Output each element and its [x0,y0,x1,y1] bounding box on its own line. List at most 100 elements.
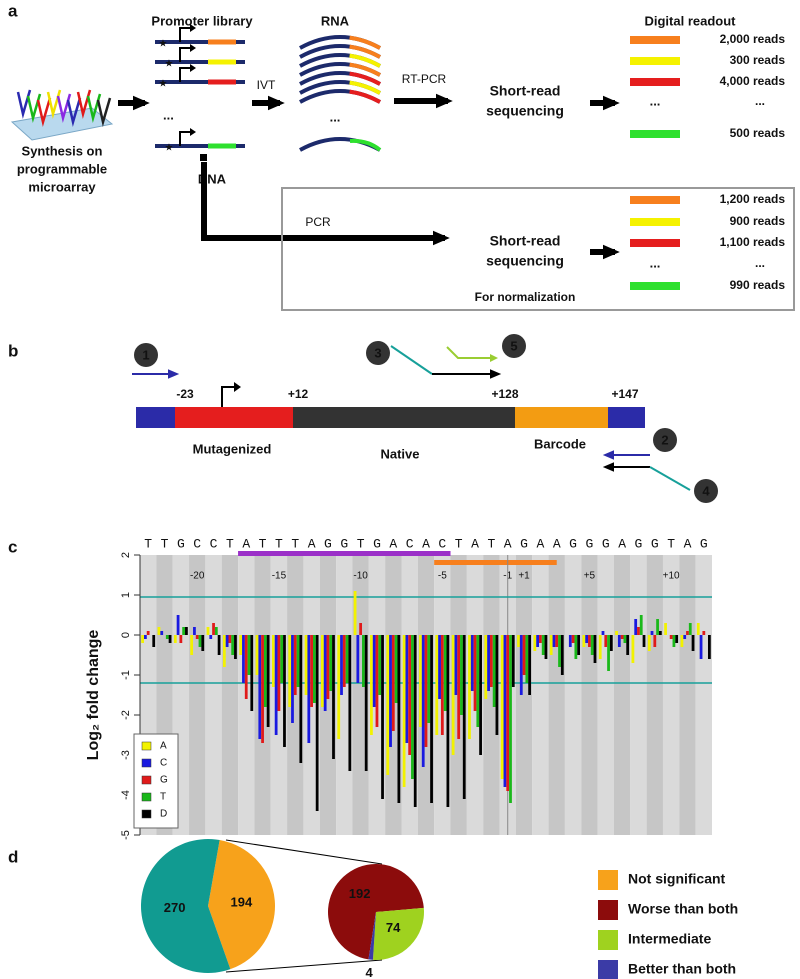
bar [274,635,278,735]
readout-bar [630,218,680,226]
bar [413,635,417,807]
rna-segment [349,35,381,50]
sequence-letter: T [455,536,463,551]
readout-bar [630,196,680,204]
y-tick-label: 0 [120,632,132,638]
bar [193,627,196,635]
bar [263,635,267,707]
sequence-letter: G [586,536,594,551]
label: a [8,1,18,20]
sequence-letter: T [487,536,495,551]
label: c [8,537,17,556]
arrow-head [190,24,196,32]
promoter-arrow [179,27,192,42]
readout-bar [630,78,680,86]
bar [571,635,575,643]
label: ... [650,93,661,108]
bar [536,635,540,647]
label: programmable [17,161,107,176]
sequence-letter: A [422,536,430,551]
position-band [695,555,712,835]
sequence-letter: G [340,536,348,551]
x-tick-label: -5 [438,571,447,582]
bar [598,635,602,659]
label: 990 reads [730,278,786,292]
label: +147 [611,387,638,401]
bar [277,635,281,711]
sequence-letter: G [177,536,185,551]
bar [528,635,532,695]
bar [460,635,463,715]
sequence-letter: G [635,536,643,551]
bar [176,615,180,635]
arrow [201,162,445,241]
y-tick-label: -5 [120,830,132,840]
label: Synthesis on [22,143,103,158]
bar [320,635,324,707]
bar [332,635,335,759]
rna-segment [349,53,381,68]
bar [691,635,695,651]
bar [473,635,477,711]
promoter-arrow [221,386,236,407]
label: Mutagenized [193,441,272,456]
rna-segment [349,44,381,59]
bar [702,631,706,635]
label: +12 [288,387,309,401]
bar [271,635,275,687]
bar [359,623,363,635]
bar [296,635,300,687]
bar [411,635,414,779]
bar [623,635,627,643]
arrow-head [602,462,614,472]
bar [582,635,586,647]
arrow-head [602,450,614,460]
bar [631,635,635,663]
bar [555,635,559,647]
dna-block [200,154,207,161]
sequence-letter: A [504,536,512,551]
bar [146,631,150,635]
bar [699,635,703,659]
x-tick-label: +1 [518,571,530,582]
pie-slice [328,864,424,960]
bar [288,635,292,707]
label: PCR [305,215,331,229]
label: 1 [142,347,149,362]
bar [378,635,382,695]
bar [558,635,561,667]
label: 1,100 reads [720,235,786,249]
bar [310,635,313,707]
position-band [548,555,565,835]
sequence-letter: A [308,536,316,551]
arrow-head [190,128,196,136]
legend-swatch [141,792,152,802]
bar [427,635,431,723]
bar [541,635,545,655]
arrow-head [603,244,620,260]
legend-label: D [160,809,167,820]
legend-swatch [598,930,618,950]
bar [577,635,581,655]
label: 300 reads [730,53,786,67]
label: Digital readout [644,13,736,28]
bar [574,635,578,659]
sequence-letter: T [259,536,267,551]
label: For normalization [475,290,576,304]
label: microarray [28,179,96,194]
bar [356,635,360,683]
bar [470,635,474,691]
bar [506,635,510,791]
readout-bar [630,130,680,138]
bar [348,635,352,771]
bar [165,635,169,639]
y-tick-label: 2 [120,552,132,558]
bar [511,635,515,687]
label: ... [650,255,661,270]
bar [669,635,673,639]
label: RT-PCR [402,72,447,86]
bar [568,635,572,647]
bar [517,635,520,647]
arrow-head [168,369,180,379]
sequence-letter: G [700,536,708,551]
